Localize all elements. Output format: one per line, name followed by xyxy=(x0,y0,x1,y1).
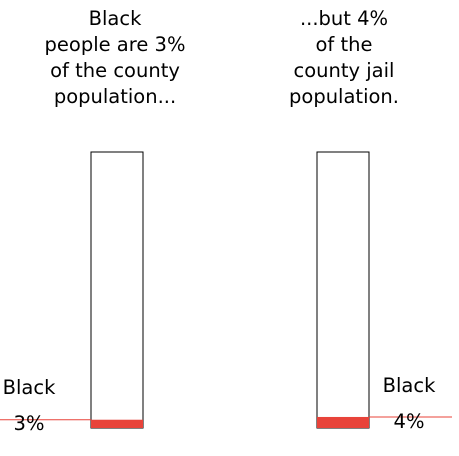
caption-county-population: Black people are 3% of the county popula… xyxy=(44,7,186,108)
bar-frame-county-population xyxy=(90,151,144,429)
bar-fill-county-population xyxy=(91,419,143,428)
caption-county-jail-population: ...but 4% of the county jail population. xyxy=(289,7,399,108)
bar-frame-jail-population xyxy=(316,151,370,429)
label-jail-share: Black 4% xyxy=(382,374,436,433)
label-county-share: Black 3% xyxy=(2,376,56,435)
bar-fill-jail-population xyxy=(317,416,369,428)
